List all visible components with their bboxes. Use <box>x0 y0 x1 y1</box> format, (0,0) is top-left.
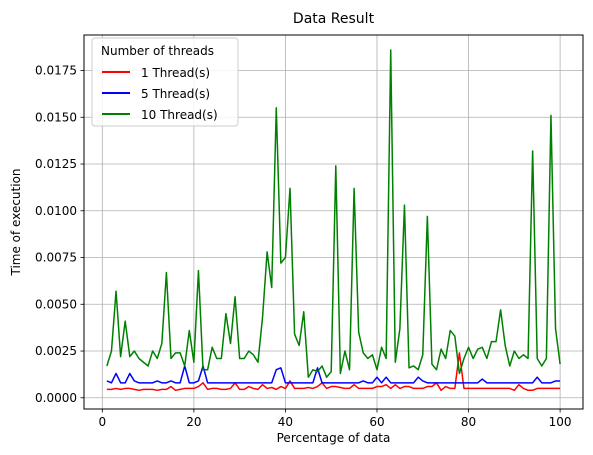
legend-title: Number of threads <box>101 44 214 58</box>
legend-label-series-3: 10 Thread(s) <box>141 108 218 122</box>
y-tick-label: 0.0000 <box>35 391 77 405</box>
x-tick-label: 60 <box>369 415 384 429</box>
legend: Number of threads 1 Thread(s) 5 Thread(s… <box>92 38 238 126</box>
x-tick-label: 20 <box>186 415 201 429</box>
x-tick-label: 0 <box>98 415 106 429</box>
y-tick-label: 0.0150 <box>35 110 77 124</box>
y-tick-label: 0.0100 <box>35 204 77 218</box>
legend-label-series-2: 5 Thread(s) <box>141 87 210 101</box>
x-tick-label: 40 <box>278 415 293 429</box>
x-tick-label: 80 <box>461 415 476 429</box>
legend-label-series-1: 1 Thread(s) <box>141 66 210 80</box>
y-tick-label: 0.0025 <box>35 344 77 358</box>
x-tick-label: 100 <box>549 415 572 429</box>
x-axis-title: Percentage of data <box>277 431 391 445</box>
y-tick-label: 0.0075 <box>35 251 77 265</box>
y-tick-label: 0.0175 <box>35 64 77 78</box>
y-tick-label: 0.0050 <box>35 297 77 311</box>
y-axis-title: Time of execution <box>9 168 23 276</box>
chart-title: Data Result <box>293 11 375 27</box>
y-tick-label: 0.0125 <box>35 157 77 171</box>
